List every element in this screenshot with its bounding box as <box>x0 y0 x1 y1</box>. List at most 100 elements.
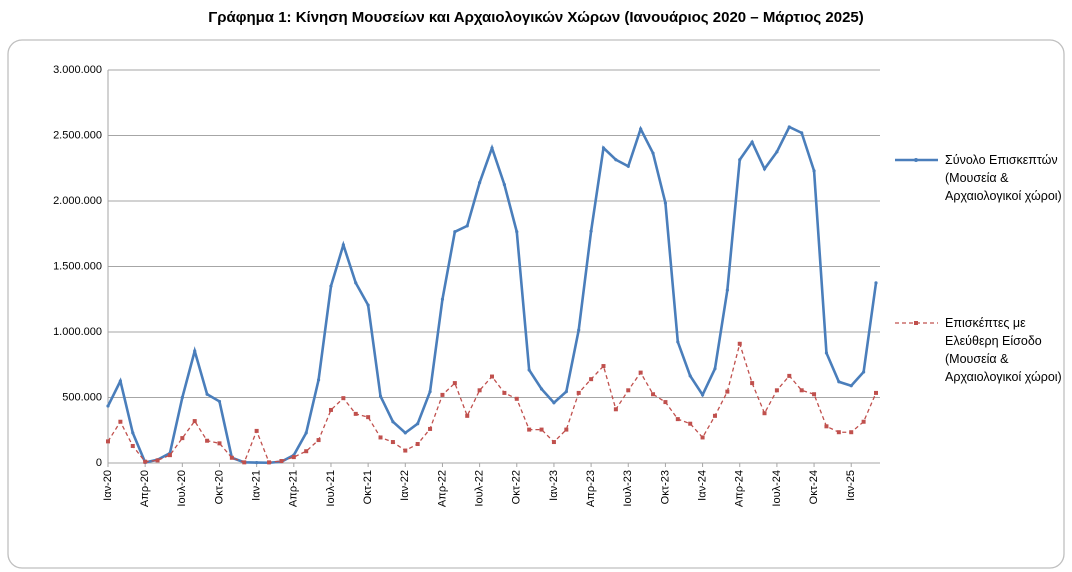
point <box>738 158 742 162</box>
point <box>180 436 185 441</box>
point <box>391 420 395 424</box>
point <box>527 427 532 432</box>
x-tick-label: Ιαν-21 <box>251 470 263 501</box>
point <box>750 140 754 144</box>
x-tick-label: Ιαν-23 <box>548 470 560 501</box>
point <box>353 411 358 416</box>
series-line <box>107 341 877 464</box>
point <box>824 424 829 429</box>
x-tick-label: Απρ-24 <box>734 470 746 507</box>
point <box>514 396 519 401</box>
point <box>378 394 383 398</box>
y-tick-label: 500.000 <box>62 391 102 403</box>
point <box>118 419 123 424</box>
point <box>366 303 370 307</box>
y-tick-label: 1.000.000 <box>53 326 102 338</box>
point <box>552 401 556 405</box>
point <box>712 413 717 418</box>
point <box>192 419 197 424</box>
point <box>440 297 445 301</box>
point <box>800 131 804 135</box>
point <box>118 379 122 383</box>
point <box>180 395 184 400</box>
x-tick-label: Οκτ-23 <box>659 470 671 504</box>
point <box>762 167 767 171</box>
point <box>193 349 197 353</box>
point <box>564 427 569 432</box>
point <box>267 460 272 465</box>
point <box>304 431 308 435</box>
point <box>787 373 792 378</box>
point <box>354 281 358 285</box>
point <box>143 459 148 464</box>
point <box>242 460 247 465</box>
point <box>775 150 779 154</box>
legend-label: Σύνολο Επισκεπτών (Μουσεία & Αρχαιολογικ… <box>945 153 1062 203</box>
point <box>428 390 432 394</box>
point <box>837 380 841 384</box>
point <box>862 370 866 374</box>
x-tick-label: Οκτ-24 <box>808 470 820 504</box>
point <box>613 407 618 412</box>
point <box>639 127 643 131</box>
point <box>551 440 556 445</box>
point <box>415 442 420 447</box>
point <box>799 388 804 393</box>
point <box>676 340 680 344</box>
point <box>626 164 630 168</box>
point <box>812 169 816 173</box>
point <box>329 284 333 288</box>
point <box>849 384 853 388</box>
point <box>836 430 841 435</box>
point <box>663 400 668 405</box>
point <box>205 392 209 396</box>
point <box>440 392 445 397</box>
point <box>651 151 655 155</box>
point <box>737 341 742 346</box>
point <box>700 393 705 397</box>
x-tick-label: Ιουλ-23 <box>622 470 634 507</box>
point <box>774 388 779 393</box>
point <box>614 158 618 162</box>
point <box>403 448 408 453</box>
x-tick-label: Απρ-21 <box>288 470 300 507</box>
point <box>725 288 729 292</box>
legend-marker <box>914 158 918 162</box>
point <box>675 417 680 422</box>
x-tick-label: Ιουλ-24 <box>771 470 783 507</box>
point <box>515 230 519 234</box>
x-tick-label: Ιαν-25 <box>845 470 857 501</box>
point <box>601 364 606 369</box>
point <box>366 415 371 420</box>
point <box>478 181 482 185</box>
y-tick-label: 0 <box>96 457 102 469</box>
point <box>254 428 259 433</box>
point <box>651 392 656 397</box>
point <box>316 378 321 382</box>
point <box>328 407 333 412</box>
x-tick-label: Ιαν-22 <box>399 470 411 501</box>
point <box>577 328 581 332</box>
point <box>750 381 755 386</box>
x-tick-label: Ιαν-24 <box>696 470 708 501</box>
point <box>589 377 594 382</box>
point <box>403 431 407 435</box>
point <box>688 374 692 378</box>
point <box>713 367 717 371</box>
point <box>824 351 829 355</box>
x-tick-label: Ιαν-20 <box>102 470 114 501</box>
point <box>465 224 469 228</box>
point <box>106 404 110 408</box>
point <box>217 441 222 446</box>
point <box>316 438 321 443</box>
x-tick-label: Ιουλ-20 <box>176 470 188 507</box>
point <box>279 459 284 464</box>
point <box>428 426 433 431</box>
point <box>452 381 457 386</box>
legend-label: Επισκέπτες με Ελεύθερη Είσοδο (Μουσεία &… <box>945 316 1062 384</box>
point <box>255 461 259 465</box>
point <box>477 388 482 393</box>
point <box>688 421 693 426</box>
